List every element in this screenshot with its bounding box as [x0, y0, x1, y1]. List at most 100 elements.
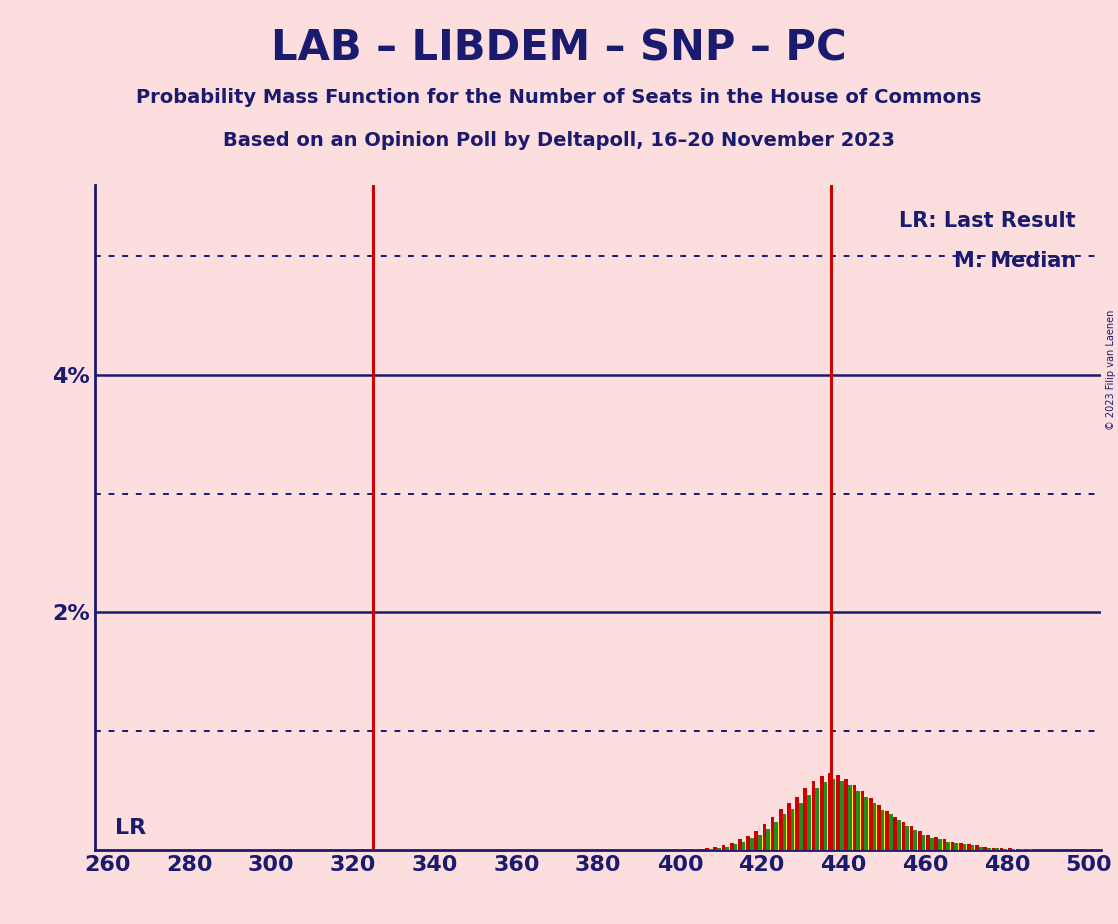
Bar	[861, 791, 864, 850]
Bar	[897, 821, 900, 850]
Bar	[992, 847, 995, 850]
Bar	[935, 837, 938, 850]
Bar	[832, 779, 835, 850]
Bar	[705, 847, 709, 850]
Bar	[795, 796, 799, 850]
Bar	[1033, 849, 1036, 850]
Bar	[807, 796, 811, 850]
Bar	[815, 803, 818, 850]
Bar	[790, 808, 795, 850]
Bar	[779, 808, 783, 850]
Bar	[938, 839, 941, 850]
Bar	[787, 803, 790, 850]
Bar	[1018, 849, 1023, 850]
Bar	[847, 788, 851, 850]
Bar	[904, 826, 908, 850]
Bar	[1008, 847, 1012, 850]
Bar	[819, 791, 823, 850]
Bar	[921, 834, 926, 850]
Bar	[946, 843, 949, 850]
Bar	[766, 838, 769, 850]
Bar	[893, 817, 897, 850]
Bar	[880, 809, 883, 850]
Bar	[860, 793, 863, 850]
Bar	[844, 784, 847, 850]
Bar	[778, 824, 781, 850]
Bar	[758, 834, 761, 850]
Bar	[995, 847, 999, 850]
Bar	[812, 781, 815, 850]
Bar	[761, 836, 766, 850]
Bar	[878, 805, 881, 850]
Bar	[966, 845, 970, 850]
Bar	[804, 788, 807, 850]
Text: M: Median: M: Median	[954, 251, 1076, 272]
Text: Probability Mass Function for the Number of Seats in the House of Commons: Probability Mass Function for the Number…	[136, 88, 982, 107]
Bar	[790, 821, 794, 850]
Bar	[892, 817, 897, 850]
Bar	[732, 847, 737, 850]
Bar	[717, 847, 721, 850]
Bar	[984, 846, 987, 850]
Bar	[806, 808, 811, 850]
Bar	[831, 791, 834, 850]
Bar	[852, 787, 855, 850]
Bar	[889, 814, 892, 850]
Bar	[741, 846, 745, 850]
Bar	[828, 772, 832, 850]
Bar	[824, 783, 827, 850]
Bar	[811, 797, 815, 850]
Bar	[888, 814, 892, 850]
Bar	[872, 803, 875, 850]
Bar	[786, 817, 790, 850]
Bar	[987, 847, 991, 850]
Bar	[978, 847, 982, 850]
Bar	[901, 821, 906, 850]
Bar	[770, 831, 774, 850]
Bar	[775, 821, 778, 850]
Bar	[730, 843, 733, 850]
Bar	[712, 849, 717, 850]
Bar	[897, 821, 901, 850]
Bar	[906, 826, 909, 850]
Bar	[910, 826, 913, 850]
Bar	[855, 793, 859, 850]
Bar	[726, 846, 729, 850]
Bar	[869, 797, 872, 850]
Bar	[942, 839, 946, 850]
Bar	[921, 834, 925, 850]
Bar	[799, 803, 803, 850]
Bar	[1029, 849, 1032, 850]
Bar	[1024, 849, 1029, 850]
Bar	[827, 784, 831, 850]
Bar	[1012, 849, 1015, 850]
Bar	[955, 843, 958, 850]
Bar	[1041, 849, 1044, 850]
Bar	[803, 805, 806, 850]
Bar	[762, 824, 766, 850]
Text: LAB – LIBDEM – SNP – PC: LAB – LIBDEM – SNP – PC	[272, 28, 846, 69]
Bar	[798, 814, 802, 850]
Bar	[836, 775, 840, 850]
Text: LR: Last Result: LR: Last Result	[900, 212, 1076, 231]
Bar	[746, 836, 750, 850]
Bar	[961, 845, 966, 850]
Bar	[975, 846, 978, 850]
Bar	[991, 847, 995, 850]
Bar	[1007, 849, 1011, 850]
Bar	[926, 834, 930, 850]
Bar	[884, 812, 888, 850]
Bar	[918, 831, 921, 850]
Bar	[970, 846, 974, 850]
Bar	[1011, 849, 1014, 850]
Bar	[995, 849, 998, 850]
Bar	[733, 845, 737, 850]
Bar	[795, 811, 798, 850]
Bar	[1020, 849, 1023, 850]
Bar	[1004, 849, 1007, 850]
Bar	[815, 788, 819, 850]
Bar	[986, 847, 989, 850]
Bar	[872, 803, 877, 850]
Text: © 2023 Filip van Laenen: © 2023 Filip van Laenen	[1106, 310, 1116, 430]
Bar	[946, 842, 950, 850]
